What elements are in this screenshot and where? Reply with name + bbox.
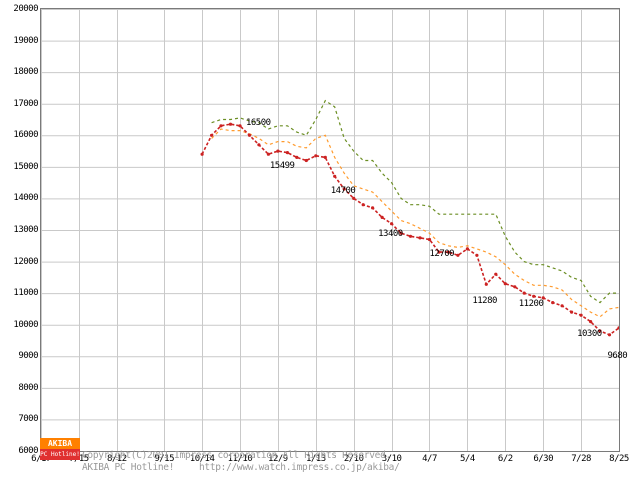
x-tick: 4/7 xyxy=(422,454,437,464)
y-tick: 9000 xyxy=(18,351,38,362)
data-label: 11200 xyxy=(518,298,544,309)
data-label: 15499 xyxy=(269,161,295,172)
data-label: 14700 xyxy=(330,186,356,197)
x-tick: 12/9 xyxy=(268,454,288,464)
series-lines xyxy=(200,99,619,337)
data-label: 11280 xyxy=(472,296,497,307)
x-tick: 6/2 xyxy=(497,454,513,464)
x-tick: 1/13 xyxy=(305,454,326,464)
site-url: http://www.watch.impress.co.jp/akiba/ xyxy=(198,462,400,473)
y-tick: 20000 xyxy=(13,4,38,14)
x-tick: 9/15 xyxy=(154,454,175,464)
x-tick: 10/14 xyxy=(189,454,215,464)
x-tick: 8/12 xyxy=(106,454,127,464)
x-tick: 7/28 xyxy=(571,454,591,464)
copyright-line: Copyright(C)2001 Impress corporation All… xyxy=(82,450,391,461)
y-tick: 16000 xyxy=(13,130,38,141)
y-tick: 18000 xyxy=(13,67,38,78)
akiba-logo-top: AKIBA xyxy=(40,438,80,449)
y-tick: 13000 xyxy=(13,225,38,235)
x-tick: 11/10 xyxy=(227,454,253,464)
y-tick: 15000 xyxy=(13,161,38,172)
gridlines xyxy=(41,9,619,451)
data-label: 10300 xyxy=(577,329,602,340)
akiba-logo: AKIBA PC Hotline! xyxy=(40,438,80,460)
akiba-logo-bottom: PC Hotline! xyxy=(40,449,80,460)
x-tick: 8/25 xyxy=(609,454,629,464)
footer-site-line: AKIBA PC Hotline! http://www.watch.impre… xyxy=(40,462,620,474)
y-tick: 7000 xyxy=(18,414,38,425)
y-tick: 11000 xyxy=(13,288,38,299)
y-tick: 17000 xyxy=(13,98,38,109)
y-tick: 10000 xyxy=(13,319,38,330)
site-name: AKIBA PC Hotline! xyxy=(82,462,175,473)
y-tick: 12000 xyxy=(13,256,38,267)
x-tick: 2/10 xyxy=(343,454,364,464)
data-label: 12700 xyxy=(429,249,455,260)
data-label: 16500 xyxy=(245,117,271,128)
footer: Copyright(C)2001 Impress corporation All… xyxy=(40,450,620,474)
y-tick: 6000 xyxy=(18,446,38,456)
data-label: 13400 xyxy=(378,229,403,240)
y-tick: 14000 xyxy=(13,193,38,204)
x-tick: 3/10 xyxy=(381,454,402,464)
x-tick: 5/4 xyxy=(460,454,475,464)
x-tick: 6/30 xyxy=(533,454,554,464)
plot-area xyxy=(40,8,620,452)
y-tick: 8000 xyxy=(18,382,38,393)
y-tick: 19000 xyxy=(13,35,38,46)
data-label: 9680 xyxy=(607,350,628,361)
